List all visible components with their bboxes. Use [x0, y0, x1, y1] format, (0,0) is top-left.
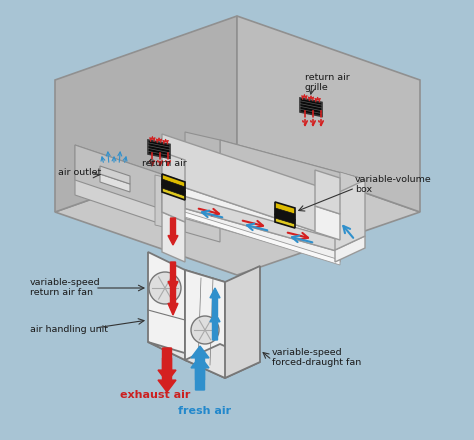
- Circle shape: [191, 316, 219, 344]
- Polygon shape: [275, 208, 295, 224]
- Polygon shape: [55, 148, 420, 275]
- FancyArrow shape: [168, 262, 178, 292]
- Text: fresh air: fresh air: [178, 406, 232, 416]
- FancyArrow shape: [158, 358, 176, 392]
- Text: air handling unit: air handling unit: [30, 325, 108, 334]
- Polygon shape: [185, 270, 225, 378]
- Text: variable-speed
return air fan: variable-speed return air fan: [30, 278, 100, 297]
- Polygon shape: [162, 212, 185, 262]
- Text: return air
grille: return air grille: [305, 73, 350, 92]
- Polygon shape: [185, 270, 225, 372]
- Polygon shape: [185, 132, 220, 190]
- Text: variable-volume
box: variable-volume box: [355, 175, 432, 194]
- Polygon shape: [155, 175, 185, 232]
- FancyArrow shape: [168, 282, 178, 315]
- Polygon shape: [148, 140, 170, 158]
- Polygon shape: [100, 174, 130, 192]
- Polygon shape: [220, 140, 360, 213]
- Polygon shape: [148, 252, 185, 360]
- Polygon shape: [162, 190, 185, 222]
- Polygon shape: [162, 174, 185, 208]
- FancyArrow shape: [158, 348, 176, 382]
- Polygon shape: [185, 182, 220, 242]
- Polygon shape: [175, 209, 340, 265]
- Polygon shape: [162, 202, 340, 262]
- Polygon shape: [75, 145, 185, 232]
- Polygon shape: [100, 166, 130, 184]
- Polygon shape: [340, 172, 360, 228]
- Text: variable-speed
forced-draught fan: variable-speed forced-draught fan: [272, 348, 361, 367]
- Polygon shape: [237, 16, 420, 212]
- Polygon shape: [275, 214, 295, 228]
- Polygon shape: [225, 266, 260, 378]
- Polygon shape: [55, 16, 237, 212]
- Polygon shape: [315, 206, 340, 240]
- Polygon shape: [148, 342, 225, 372]
- Polygon shape: [162, 190, 340, 252]
- Text: exhaust air: exhaust air: [120, 390, 190, 400]
- FancyArrow shape: [210, 312, 220, 340]
- Polygon shape: [162, 184, 185, 200]
- Text: return air: return air: [142, 159, 187, 168]
- Polygon shape: [315, 170, 340, 214]
- Polygon shape: [162, 152, 185, 182]
- Text: air outlet: air outlet: [58, 168, 101, 177]
- Polygon shape: [275, 202, 295, 220]
- Circle shape: [149, 272, 181, 304]
- Polygon shape: [75, 145, 185, 217]
- Polygon shape: [335, 180, 365, 250]
- Polygon shape: [185, 344, 260, 378]
- Polygon shape: [162, 180, 335, 250]
- FancyArrow shape: [191, 346, 209, 380]
- Polygon shape: [162, 134, 335, 238]
- Polygon shape: [335, 236, 365, 262]
- FancyArrow shape: [210, 288, 220, 316]
- Polygon shape: [300, 98, 322, 117]
- Polygon shape: [220, 140, 360, 228]
- FancyArrow shape: [168, 218, 178, 245]
- FancyArrow shape: [191, 356, 209, 390]
- Polygon shape: [162, 179, 185, 196]
- Polygon shape: [162, 174, 185, 192]
